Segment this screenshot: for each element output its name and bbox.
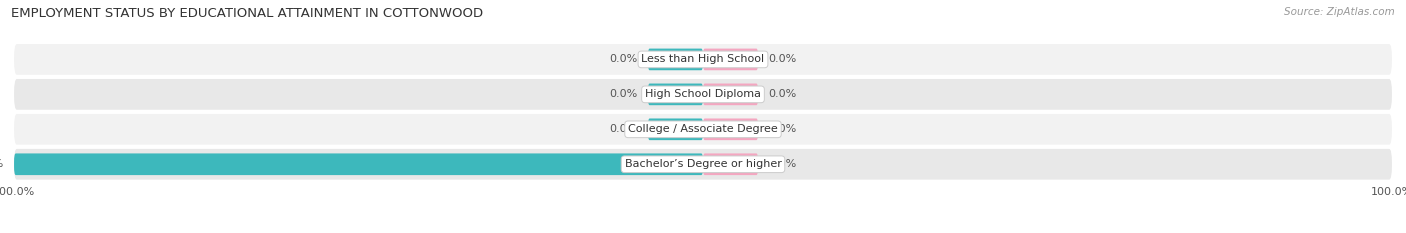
Text: 100.0%: 100.0% — [0, 159, 4, 169]
Text: Source: ZipAtlas.com: Source: ZipAtlas.com — [1284, 7, 1395, 17]
FancyBboxPatch shape — [14, 79, 1392, 110]
Legend: In Labor Force, Unemployed: In Labor Force, Unemployed — [603, 230, 803, 233]
FancyBboxPatch shape — [14, 44, 1392, 75]
FancyBboxPatch shape — [14, 114, 1392, 145]
Text: 0.0%: 0.0% — [609, 124, 637, 134]
Text: EMPLOYMENT STATUS BY EDUCATIONAL ATTAINMENT IN COTTONWOOD: EMPLOYMENT STATUS BY EDUCATIONAL ATTAINM… — [11, 7, 484, 20]
Text: 0.0%: 0.0% — [609, 89, 637, 99]
FancyBboxPatch shape — [703, 153, 758, 175]
FancyBboxPatch shape — [703, 83, 758, 105]
FancyBboxPatch shape — [14, 149, 1392, 180]
FancyBboxPatch shape — [648, 83, 703, 105]
Text: 0.0%: 0.0% — [769, 124, 797, 134]
Text: 0.0%: 0.0% — [769, 89, 797, 99]
FancyBboxPatch shape — [648, 49, 703, 70]
Text: 0.0%: 0.0% — [609, 55, 637, 64]
Text: College / Associate Degree: College / Associate Degree — [628, 124, 778, 134]
FancyBboxPatch shape — [14, 153, 703, 175]
Text: 0.0%: 0.0% — [769, 55, 797, 64]
Text: Bachelor’s Degree or higher: Bachelor’s Degree or higher — [624, 159, 782, 169]
FancyBboxPatch shape — [703, 49, 758, 70]
FancyBboxPatch shape — [703, 118, 758, 140]
Text: High School Diploma: High School Diploma — [645, 89, 761, 99]
Text: Less than High School: Less than High School — [641, 55, 765, 64]
FancyBboxPatch shape — [648, 118, 703, 140]
Text: 0.0%: 0.0% — [769, 159, 797, 169]
